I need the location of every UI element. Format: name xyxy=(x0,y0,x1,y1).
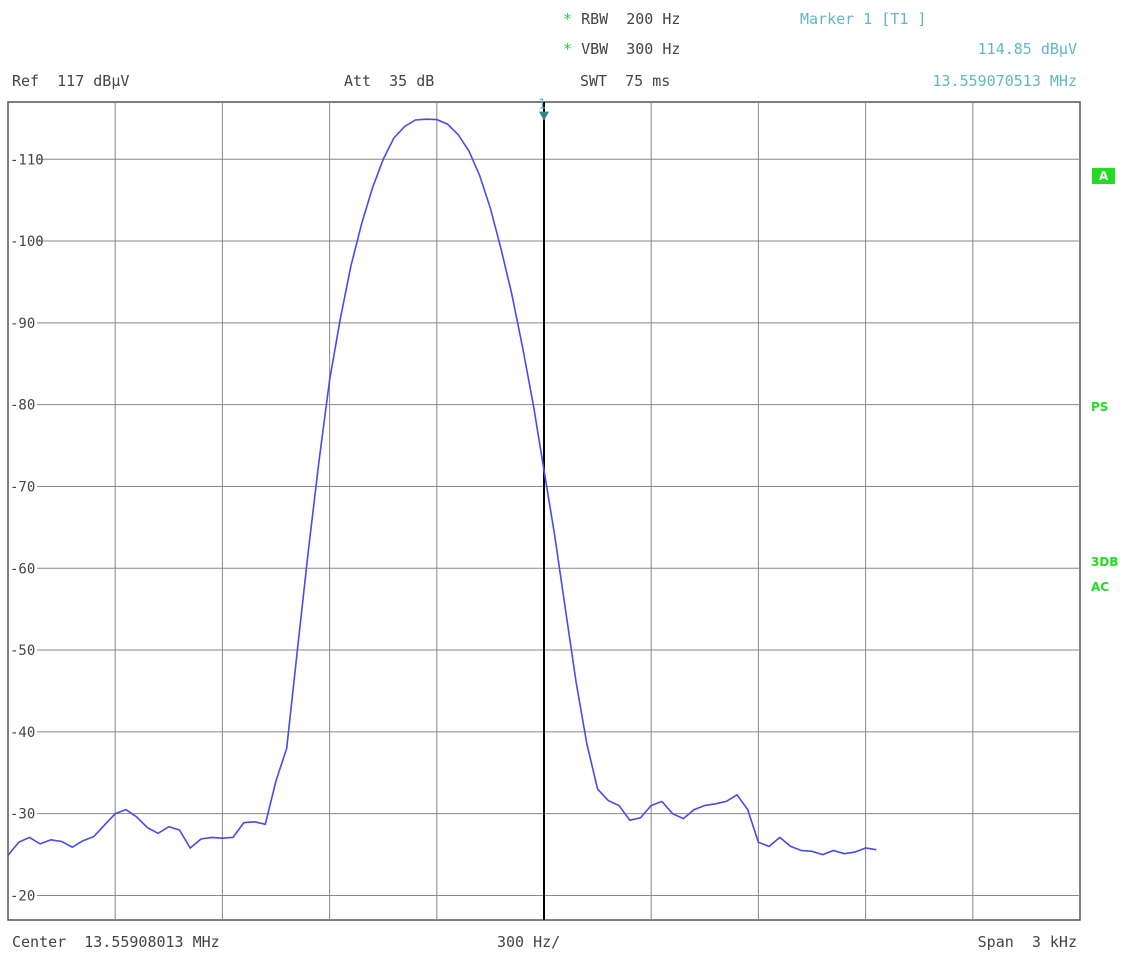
y-tick-label-background xyxy=(9,314,37,331)
y-tick-label-background xyxy=(9,887,37,904)
ps-indicator: PS xyxy=(1091,400,1109,414)
y-tick-label: -90 xyxy=(10,316,35,332)
vbw-label: VBW xyxy=(581,40,609,58)
ac-coupling-indicator: AC xyxy=(1091,580,1110,594)
y-tick-label-background xyxy=(9,396,37,413)
vbw-coupling-star: * xyxy=(563,40,573,58)
swt-value: 75 ms xyxy=(625,72,671,90)
ref-value: 117 dBµV xyxy=(57,72,130,90)
y-tick-label: -110 xyxy=(10,152,44,168)
span-value: Span 3 kHz xyxy=(977,933,1077,951)
trace-line xyxy=(7,118,877,856)
att-value: 35 dB xyxy=(389,72,435,90)
y-tick-label: -60 xyxy=(10,561,35,577)
y-tick-label-background xyxy=(9,642,37,659)
division-width: 300 Hz/ xyxy=(497,933,561,951)
trace-indicator-a: A xyxy=(1092,168,1116,184)
vbw-value: 300 Hz xyxy=(626,40,681,58)
rbw-label: RBW xyxy=(581,10,609,28)
y-tick-label: -30 xyxy=(10,807,35,823)
y-tick-label-background xyxy=(9,805,37,822)
y-tick-label-background xyxy=(9,233,37,250)
marker-triangle-icon xyxy=(539,111,549,121)
marker-frequency: 13.559070513 MHz xyxy=(932,72,1078,90)
y-tick-label: -70 xyxy=(10,479,35,495)
y-tick-label: -40 xyxy=(10,725,35,741)
y-tick-label: -20 xyxy=(10,888,35,904)
swt-label: SWT xyxy=(580,72,608,90)
rbw-value: 200 Hz xyxy=(626,10,681,28)
y-tick-labels: -110 -100 -90 -80 -70 -60 -50 -40 -30 -20 xyxy=(9,151,44,904)
y-tick-label-background xyxy=(9,151,37,168)
rbw-coupling-star: * xyxy=(563,10,573,28)
y-tick-label: -50 xyxy=(10,643,35,659)
marker-title: Marker 1 [T1 ] xyxy=(800,10,927,28)
center-frequency: Center 13.55908013 MHz xyxy=(12,933,220,951)
y-tick-label-background xyxy=(9,560,37,577)
y-tick-label-background xyxy=(9,723,37,740)
y-tick-label-background xyxy=(9,478,37,495)
marker-level: 114.85 dBµV xyxy=(977,40,1077,58)
ref-label: Ref xyxy=(12,72,40,90)
marker-number-label: 1 xyxy=(538,98,546,113)
y-tick-label: -100 xyxy=(10,234,44,250)
att-label: Att xyxy=(344,72,372,90)
y-tick-label: -80 xyxy=(10,398,35,414)
filter-3db-indicator: 3DB xyxy=(1091,555,1119,569)
